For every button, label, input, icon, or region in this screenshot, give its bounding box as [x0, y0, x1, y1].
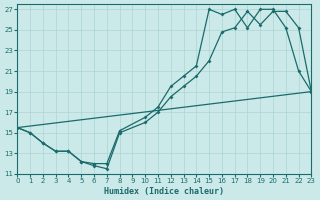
X-axis label: Humidex (Indice chaleur): Humidex (Indice chaleur) — [104, 187, 224, 196]
